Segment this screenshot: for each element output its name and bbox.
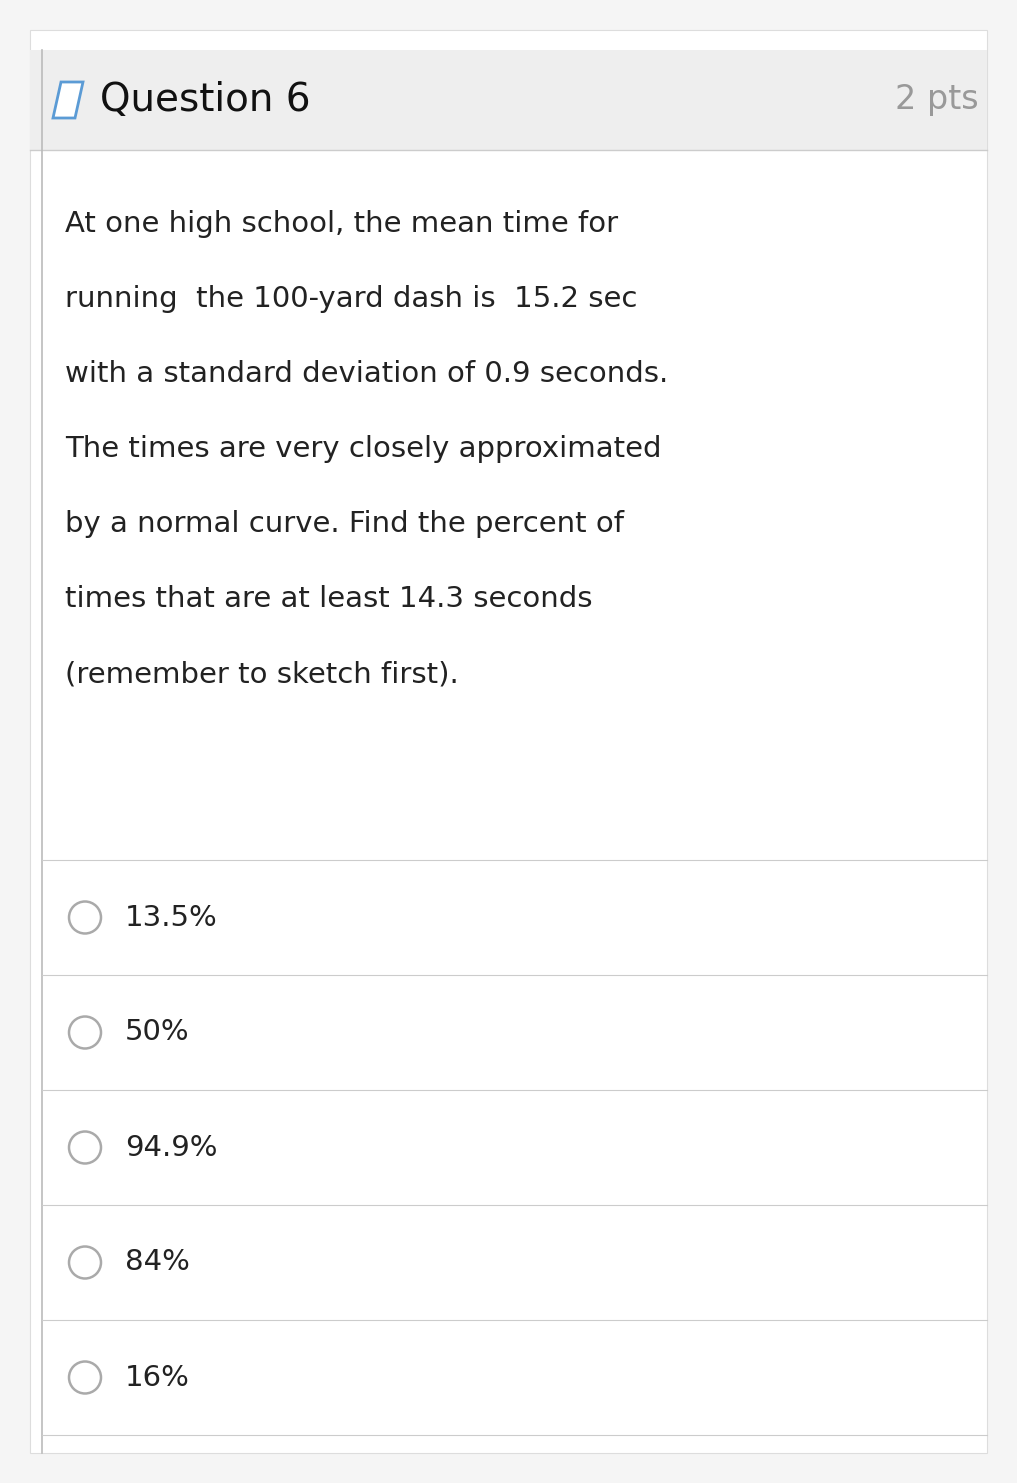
FancyBboxPatch shape <box>29 50 988 150</box>
Circle shape <box>69 1247 101 1278</box>
Text: 16%: 16% <box>125 1363 190 1391</box>
Text: The times are very closely approximated: The times are very closely approximated <box>65 435 661 463</box>
Text: Question 6: Question 6 <box>100 82 310 119</box>
Text: 13.5%: 13.5% <box>125 903 218 931</box>
Text: At one high school, the mean time for: At one high school, the mean time for <box>65 211 618 237</box>
Text: 84%: 84% <box>125 1249 190 1277</box>
Text: 50%: 50% <box>125 1019 189 1047</box>
Circle shape <box>69 1132 101 1164</box>
Text: 2 pts: 2 pts <box>895 83 979 117</box>
Circle shape <box>69 902 101 933</box>
Text: running  the 100-yard dash is  15.2 sec: running the 100-yard dash is 15.2 sec <box>65 285 638 313</box>
Text: times that are at least 14.3 seconds: times that are at least 14.3 seconds <box>65 584 593 612</box>
Text: with a standard deviation of 0.9 seconds.: with a standard deviation of 0.9 seconds… <box>65 360 668 389</box>
Circle shape <box>69 1361 101 1394</box>
Polygon shape <box>53 82 83 119</box>
Text: 94.9%: 94.9% <box>125 1133 218 1161</box>
Text: by a normal curve. Find the percent of: by a normal curve. Find the percent of <box>65 510 624 538</box>
Text: (remember to sketch first).: (remember to sketch first). <box>65 660 459 688</box>
FancyBboxPatch shape <box>29 30 988 1453</box>
Circle shape <box>69 1016 101 1048</box>
